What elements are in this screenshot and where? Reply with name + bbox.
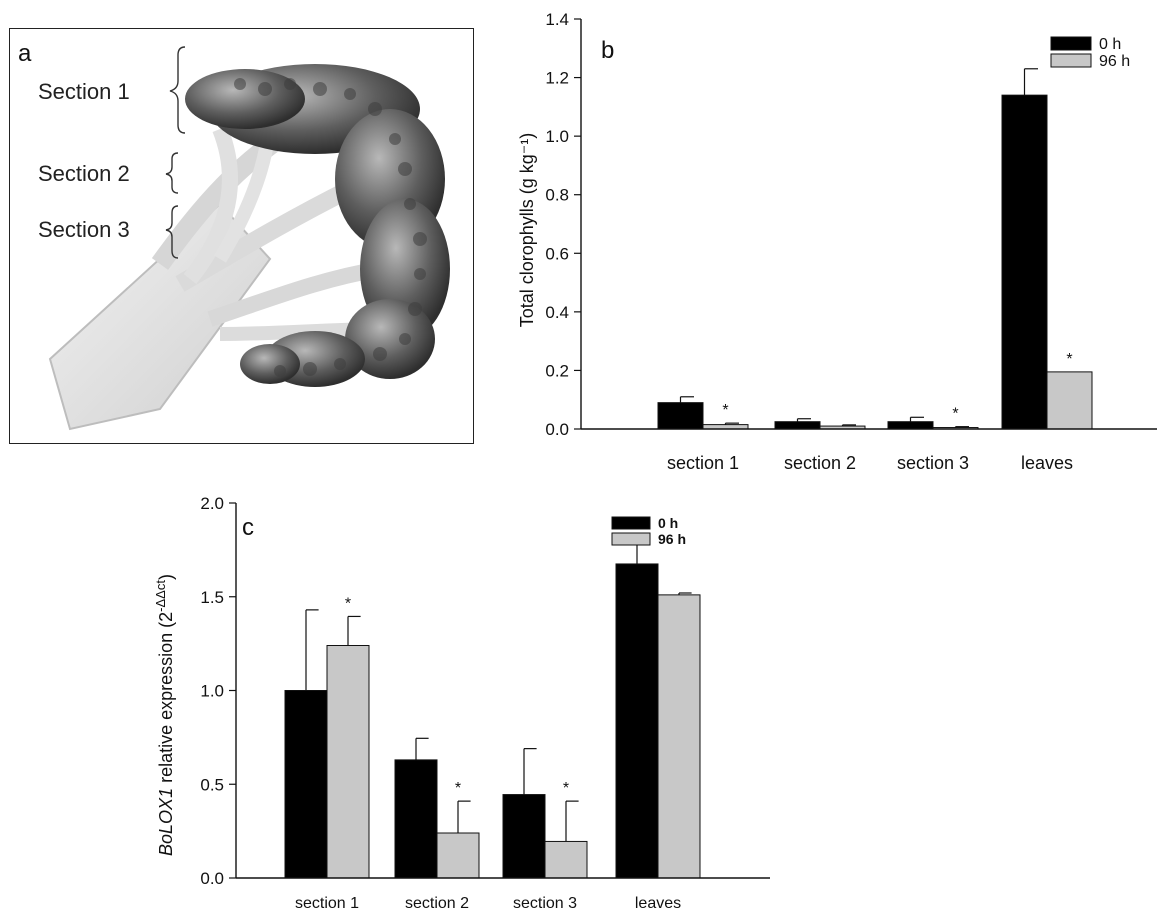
y-tick-label: 0.5 [200, 775, 224, 794]
section-bracket-2: Section 2 [38, 152, 179, 194]
broccoli-stem [48, 108, 391, 431]
significance-marker: * [345, 595, 351, 612]
significance-marker: * [722, 402, 728, 419]
x-tick-label: section 1 [667, 453, 739, 473]
y-tick-label: 1.0 [545, 127, 569, 146]
significance-marker: * [563, 780, 569, 797]
bar-0h-4 [1001, 94, 1048, 430]
panel-a: a [9, 28, 474, 444]
bar-0h-1 [284, 690, 328, 879]
section-bracket-1: Section 1 [38, 46, 186, 134]
y-tick-label: 0.2 [545, 361, 569, 380]
y-label-rest: relative expression (2 [156, 612, 176, 788]
bar-96h-2 [436, 832, 480, 879]
y-tick-label: 1.5 [200, 588, 224, 607]
x-tick-label: section 2 [405, 895, 469, 912]
legend-swatch [1050, 53, 1092, 68]
x-tick-label: leaves [635, 895, 681, 912]
panel-letter-b: b [601, 37, 614, 64]
chart-b: b Total clorophylls (g kg⁻¹) * * * 0.0 0.2 0… [517, 10, 1157, 473]
bar-96h-3 [544, 840, 588, 879]
y-tick-label: 0.0 [545, 420, 569, 439]
bar-96h-1 [326, 645, 370, 879]
broccoli-florets [185, 64, 450, 387]
bar-0h-3 [887, 421, 934, 430]
chart-c: c BoLOX1 relative expression (2-ΔΔct) * *… [153, 494, 770, 912]
legend-label: 0 h [658, 515, 678, 531]
legend-label: 0 h [1099, 36, 1121, 53]
y-tick-label: 1.2 [545, 69, 569, 88]
x-tick-label: section 3 [897, 453, 969, 473]
y-tick-label: 2.0 [200, 494, 224, 513]
y-tick-label: 0.6 [545, 244, 569, 263]
y-tick-label: 1.0 [200, 682, 224, 701]
significance-marker: * [952, 406, 958, 423]
x-tick-label: section 2 [784, 453, 856, 473]
y-tick-label: 1.4 [545, 10, 569, 29]
bar-0h-3 [502, 794, 546, 879]
bar-0h-1 [657, 402, 704, 430]
panel-letter-c: c [242, 514, 254, 541]
section-3-label: Section 3 [38, 217, 130, 242]
x-tick-label: leaves [1021, 453, 1073, 473]
y-axis-label: BoLOX1 relative expression (2-ΔΔct) [153, 574, 177, 856]
panel-letter-a: a [18, 40, 32, 67]
y-tick-label: 0.0 [200, 869, 224, 888]
legend-swatch [611, 516, 651, 530]
y-tick-label: 0.4 [545, 303, 569, 322]
bar-0h-2 [774, 421, 821, 430]
gene-name: BoLOX1 [156, 788, 176, 856]
section-2-label: Section 2 [38, 161, 130, 186]
significance-marker: * [455, 780, 461, 797]
significance-marker: * [1066, 351, 1072, 368]
section-1-label: Section 1 [38, 79, 130, 104]
bar-96h-4 [657, 594, 701, 879]
y-label-superscript: -ΔΔct [153, 580, 168, 612]
broccoli-illustration: a [18, 40, 450, 431]
bar-0h-2 [394, 759, 438, 879]
x-tick-label: section 3 [513, 895, 577, 912]
bar-96h-4 [1046, 371, 1093, 430]
section-bracket-3: Section 3 [38, 205, 179, 259]
legend-label: 96 h [1099, 53, 1130, 70]
y-axis-label: Total clorophylls (g kg⁻¹) [517, 133, 537, 328]
bar-0h-4 [615, 563, 659, 879]
legend-swatch [1050, 36, 1092, 51]
x-tick-label: section 1 [295, 895, 359, 912]
legend-swatch [611, 532, 651, 546]
y-label-close: ) [156, 574, 176, 580]
legend-label: 96 h [658, 531, 686, 547]
y-tick-label: 0.8 [545, 186, 569, 205]
